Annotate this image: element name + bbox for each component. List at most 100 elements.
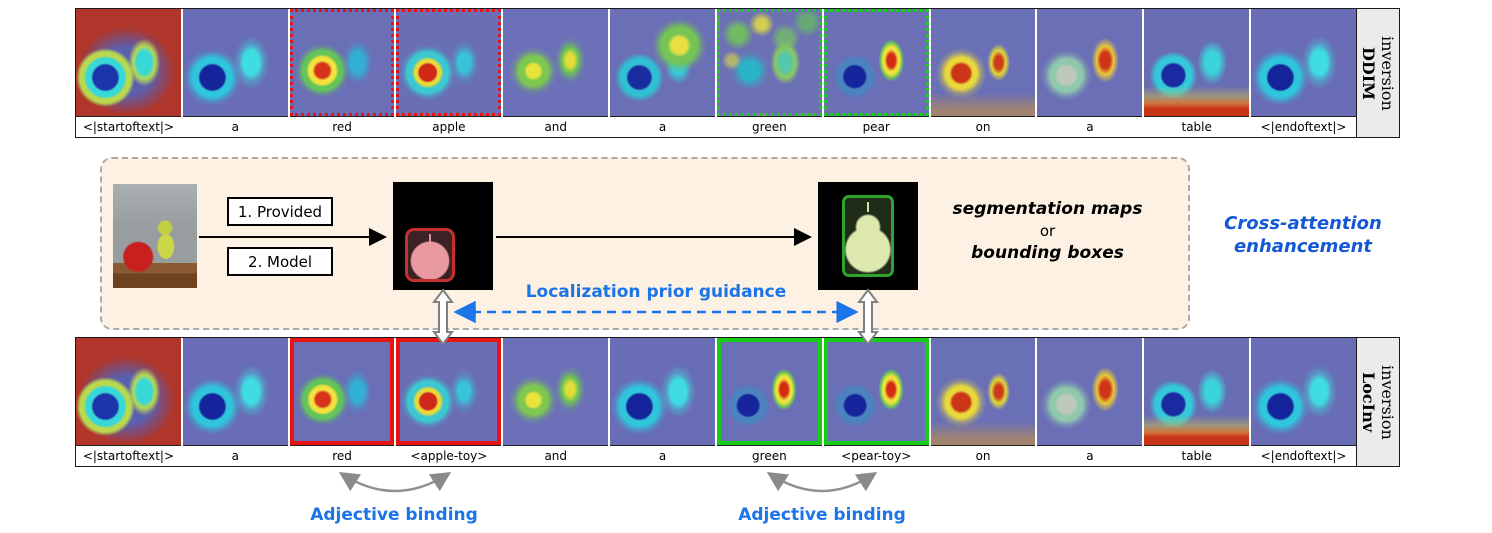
token-label: <pear-toy> (823, 445, 929, 466)
attention-heatmap (289, 9, 395, 116)
token-cell: table (1144, 338, 1250, 466)
segmentation-or-bbox-label: segmentation maps or bounding boxes (945, 198, 1150, 265)
token-label: table (1144, 116, 1250, 137)
token-cell: pear (823, 9, 929, 137)
row-label-locinv-word2: inversion (1378, 364, 1397, 440)
token-cell: a (610, 338, 715, 466)
token-label: green (716, 116, 822, 137)
attention-heatmap (610, 338, 715, 445)
attention-heatmap (76, 338, 181, 445)
token-label: a (182, 116, 288, 137)
segmentation-maps-text: segmentation maps (952, 199, 1143, 219)
attention-heatmap (930, 338, 1036, 445)
cross-attention-line1: Cross-attention (1224, 213, 1382, 234)
token-cell: <|startoftext|> (76, 338, 181, 466)
token-label: pear (823, 116, 929, 137)
token-label: a (1037, 445, 1143, 466)
model-option-box: 2. Model (227, 247, 333, 276)
attention-heatmap (823, 338, 929, 445)
token-cell: green (716, 338, 822, 466)
attention-heatmap (503, 9, 609, 116)
ddim-token-cells: <|startoftext|> a red apple and a green pear on a… (76, 9, 1356, 137)
token-cell: <apple-toy> (396, 338, 502, 466)
attention-heatmap (182, 9, 288, 116)
attention-heatmap (1144, 9, 1250, 116)
token-cell: and (503, 9, 609, 137)
attention-heatmap (289, 338, 395, 445)
row-label-locinv-text: LocInv inversion (1359, 365, 1397, 440)
token-cell: and (503, 338, 609, 466)
locinv-token-cells: <|startoftext|> a red <apple-toy> and a green <… (76, 338, 1356, 466)
locinv-attention-strip: <|startoftext|> a red <apple-toy> and a green <… (75, 337, 1400, 467)
token-label: <|endoftext|> (1251, 445, 1356, 466)
token-cell: <|endoftext|> (1251, 338, 1356, 466)
or-text: or (1039, 222, 1056, 240)
token-cell: red (289, 9, 395, 137)
token-label: <apple-toy> (396, 445, 502, 466)
row-label-locinv: LocInv inversion (1356, 338, 1399, 466)
attention-heatmap (1037, 338, 1143, 445)
token-cell: on (930, 338, 1036, 466)
token-label: a (1037, 116, 1143, 137)
token-cell: <pear-toy> (823, 338, 929, 466)
token-label: a (610, 445, 715, 466)
token-cell: a (1037, 9, 1143, 137)
token-label: apple (396, 116, 502, 137)
bounding-boxes-text: bounding boxes (971, 243, 1124, 263)
cross-attention-enhancement-label: Cross-attention enhancement (1202, 212, 1404, 258)
row-label-ddim: DDIM inversion (1356, 9, 1399, 137)
token-label: <|startoftext|> (76, 116, 181, 137)
source-image-apple-pear (113, 184, 197, 288)
token-label: <|startoftext|> (76, 445, 181, 466)
token-cell: a (182, 9, 288, 137)
row-label-ddim-word2: inversion (1378, 35, 1397, 111)
apple-mask-region (405, 228, 455, 282)
attention-heatmap (396, 338, 502, 445)
token-label: on (930, 445, 1036, 466)
row-label-ddim-text: DDIM inversion (1359, 36, 1397, 111)
row-label-locinv-name: LocInv (1359, 371, 1378, 433)
attention-heatmap (1251, 338, 1356, 445)
token-cell: <|endoftext|> (1251, 9, 1356, 137)
token-cell: on (930, 9, 1036, 137)
attention-heatmap (716, 338, 822, 445)
attention-heatmap (503, 338, 609, 445)
attention-heatmap (1037, 9, 1143, 116)
token-cell: table (1144, 9, 1250, 137)
token-cell: <|startoftext|> (76, 9, 181, 137)
adjective-binding-label-right: Adjective binding (738, 505, 906, 525)
token-label: a (610, 116, 715, 137)
attention-heatmap (1251, 9, 1356, 116)
token-label: red (289, 445, 395, 466)
pear-mask-region (842, 195, 894, 277)
token-label: on (930, 116, 1036, 137)
provided-option-box: 1. Provided (227, 197, 333, 226)
adjective-binding-arc-left (338, 471, 452, 493)
attention-heatmap (610, 9, 715, 116)
ddim-attention-strip: <|startoftext|> a red apple and a green pear on a… (75, 8, 1400, 138)
token-cell: apple (396, 9, 502, 137)
attention-heatmap (182, 338, 288, 445)
token-cell: a (1037, 338, 1143, 466)
token-label: and (503, 445, 609, 466)
attention-heatmap (716, 9, 822, 116)
attention-heatmap (396, 9, 502, 116)
token-cell: a (182, 338, 288, 466)
token-label: red (289, 116, 395, 137)
localization-prior-guidance-label: Localization prior guidance (525, 282, 787, 302)
attention-heatmap (76, 9, 181, 116)
token-label: table (1144, 445, 1250, 466)
row-label-ddim-name: DDIM (1359, 46, 1378, 100)
token-label: and (503, 116, 609, 137)
adjective-binding-label-left: Adjective binding (310, 505, 478, 525)
attention-heatmap (823, 9, 929, 116)
token-cell: a (610, 9, 715, 137)
adjective-binding-arc-right (766, 471, 878, 493)
attention-heatmap (930, 9, 1036, 116)
cross-attention-line2: enhancement (1233, 236, 1373, 257)
apple-segmentation-mask (393, 182, 493, 290)
token-label: green (716, 445, 822, 466)
attention-heatmap (1144, 338, 1250, 445)
pear-segmentation-mask (818, 182, 918, 290)
